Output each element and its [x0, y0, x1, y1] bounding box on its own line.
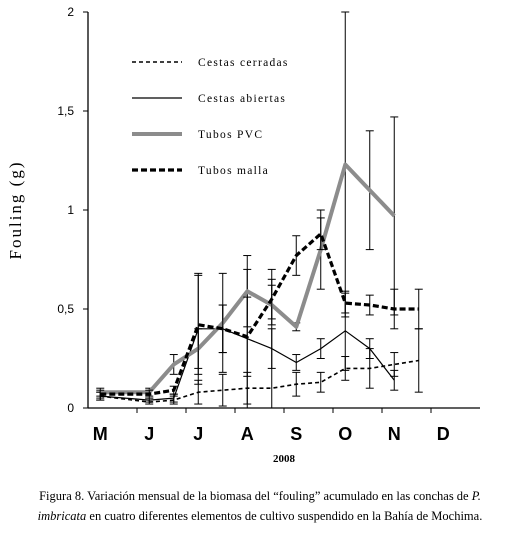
series-line: [100, 232, 419, 396]
series-line: [100, 162, 396, 395]
x-axis-label: 2008: [273, 453, 296, 465]
x-tick-label: N: [388, 424, 401, 444]
chart-legend: Cestas cerradas Cestas abiertas Tubos PVC T…: [132, 57, 289, 177]
series-line: [100, 328, 395, 401]
chart-axes: 0 0,5 1 1,5 2 M J J A S O N D 2008 Fouling (g): [6, 5, 480, 465]
fouling-chart: 0 0,5 1 1,5 2 M J J A S O N D 2008 Fouling (g) Cestas …: [6, 5, 480, 465]
figure-caption: Figura 8. Variación mensual de la biomas…: [20, 486, 500, 526]
x-tick-label: S: [290, 424, 302, 444]
y-tick-label: 0,5: [57, 302, 74, 316]
y-tick-label: 2: [67, 5, 74, 19]
x-tick-label: A: [241, 424, 254, 444]
legend-label: Tubos malla: [198, 165, 269, 177]
series-layer: [96, 11, 423, 409]
y-tick-label: 1: [67, 203, 74, 217]
x-tick-label: J: [144, 424, 154, 444]
legend-label: Cestas abiertas: [198, 93, 286, 105]
legend-label: Tubos PVC: [198, 129, 263, 141]
x-tick-label: J: [193, 424, 203, 444]
y-tick-label: 1,5: [57, 104, 74, 118]
caption-species: P. imbricata: [37, 489, 481, 523]
y-axis-label: Fouling (g): [6, 161, 25, 260]
series-0: [96, 268, 423, 409]
x-tick-label: O: [338, 424, 352, 444]
caption-suffix: en cuatro diferentes elementos de cultiv…: [86, 509, 483, 523]
legend-label: Cestas cerradas: [198, 57, 289, 69]
caption-prefix: Figura 8. Variación mensual de la biomas…: [39, 489, 472, 503]
x-tick-label: M: [93, 424, 108, 444]
x-tick-label: D: [437, 424, 450, 444]
series-3: [96, 217, 423, 399]
y-tick-label: 0: [67, 401, 74, 415]
